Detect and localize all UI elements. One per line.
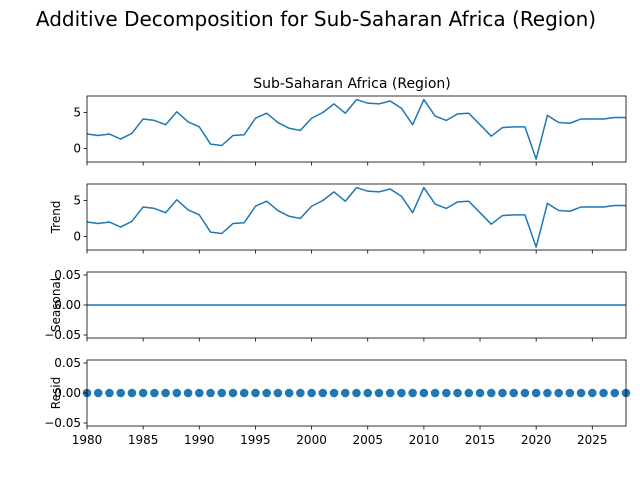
observed-line [86,98,626,160]
resid-point [194,388,204,398]
xtick-label: 1985 [128,433,159,447]
resid-point [453,388,462,398]
resid-point [430,388,440,398]
resid-point [206,388,215,398]
resid-point [509,388,519,398]
trend-panel: 0 5 Trend [49,183,627,254]
resid-point [262,388,271,398]
resid-ylabel: Resid [49,377,63,409]
xtick-label: 2005 [352,433,383,447]
xtick-label: 2010 [409,433,440,447]
resid-point [172,388,182,398]
seasonal-ytick-label: 0.00 [54,298,81,312]
observed-axes-frame [86,95,627,163]
trend-ytick-label: 0 [73,229,81,243]
resid-point [138,388,148,398]
resid-point [520,388,530,398]
xtick-label: 1990 [184,433,215,447]
seasonal-ylabel: Seasonal [49,278,63,332]
resid-point [565,388,575,398]
resid-point [318,388,328,398]
observed-ytick-label: 5 [73,106,81,120]
resid-point [385,388,395,398]
resid-point [93,388,103,398]
resid-point [228,388,238,398]
xtick-label: 2025 [577,433,608,447]
resid-point [475,388,485,398]
resid-point [150,388,159,398]
resid-point [284,388,294,398]
resid-point [183,388,193,398]
resid-point [531,388,541,398]
resid-point [374,388,384,398]
resid-point [419,388,429,398]
resid-ytick-label: 0.05 [54,356,81,370]
resid-point [273,388,283,398]
resid-point [543,388,552,398]
resid-point [329,388,339,398]
xtick-label: 2015 [465,433,496,447]
resid-point [340,388,350,398]
trend-line [86,186,626,248]
xtick-label: 2020 [521,433,552,447]
resid-point [161,388,170,398]
xtick-label: 2000 [296,433,327,447]
resid-point [296,388,305,398]
observed-panel: 05 [73,95,627,166]
resid-point [397,388,406,398]
resid-point [217,388,227,398]
xtick-label: 1980 [72,433,103,447]
resid-ytick-label: 0.00 [54,386,81,400]
resid-point [610,388,620,398]
resid-point [105,388,114,398]
resid-point [554,388,563,398]
resid-point [576,388,586,398]
trend-ytick-label: 5 [73,194,81,208]
resid-ytick-label: −0.05 [44,416,81,430]
resid-point [251,388,260,398]
resid-point [588,388,597,398]
trend-ylabel: Trend [49,201,63,235]
decomposition-panels: 0505Trend−0.050.000.05Seasonal−0.050.000… [44,95,631,447]
seasonal-ytick-label: 0.05 [54,268,81,282]
resid-point [498,388,507,398]
resid-point [352,388,361,398]
seasonal-ytick-label: −0.05 [44,328,81,342]
figure-title: Additive Decomposition for Sub-Saharan A… [36,7,596,31]
resid-point [464,388,474,398]
xtick-label: 1995 [240,433,271,447]
resid-point [239,388,249,398]
resid-point [116,388,125,398]
observed-ytick-label: 0 [73,141,81,155]
trend-axes-frame [86,183,627,251]
resid-point [127,388,137,398]
resid-point [599,388,608,398]
resid-point [307,388,316,398]
resid-panel: −0.05 0.00 0.05 1980 1985 1990 1995 2000 2005 201… [44,356,631,447]
resid-point [363,388,373,398]
resid-point [442,388,451,398]
observed-panel-title: Sub-Saharan Africa (Region) [253,76,451,92]
resid-point [486,388,496,398]
resid-point [408,388,417,398]
